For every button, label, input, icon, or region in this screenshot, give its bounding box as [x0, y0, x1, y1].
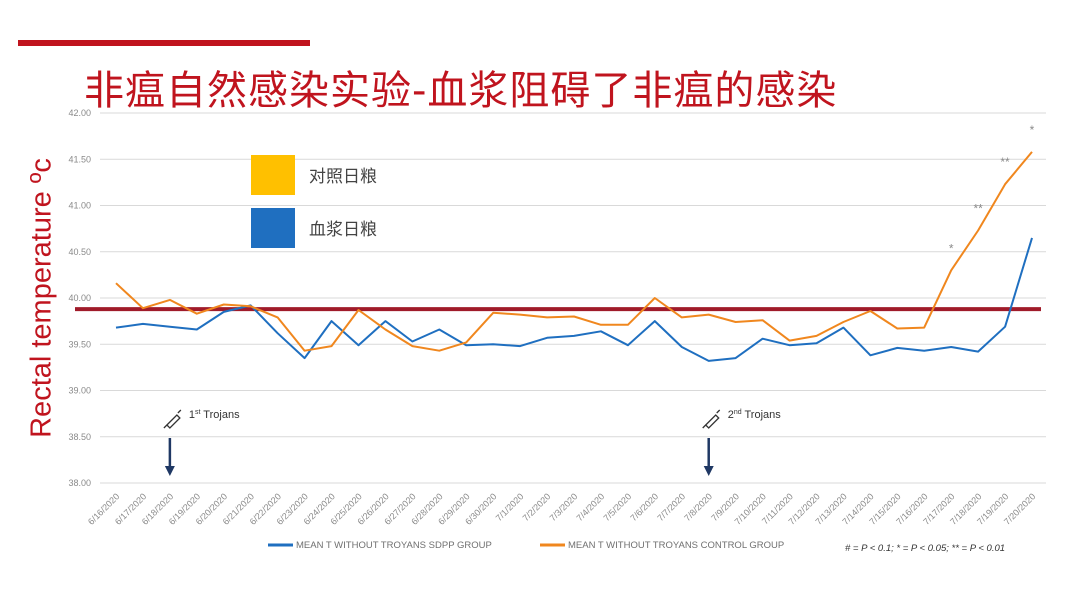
- trojan-annotation: 1st Trojans: [163, 409, 240, 476]
- legend-label: MEAN T WITHOUT TROYANS SDPP GROUP: [296, 540, 492, 551]
- x-tick-label: 7/2/2020: [521, 491, 553, 523]
- x-tick-label: 7/3/2020: [548, 491, 580, 523]
- trojan-label: 2nd Trojans: [728, 409, 782, 421]
- arrow-head: [703, 466, 714, 476]
- syringe-icon: [163, 409, 182, 429]
- y-axis-ticks: 38.00 38.50 39.00 39.50 40.00 40.50 41.00 41.50…: [68, 108, 91, 488]
- y-tick-label: 40.00: [68, 293, 91, 303]
- trojan-label: 1st Trojans: [189, 409, 240, 421]
- arrow-head: [164, 466, 175, 476]
- x-axis-ticks: 6/16/20206/17/20206/18/20206/19/20206/20…: [86, 491, 1037, 526]
- significance-mark: **: [973, 201, 983, 215]
- legend: MEAN T WITHOUT TROYANS SDPP GROUP MEAN T …: [268, 540, 784, 551]
- y-tick-label: 38.50: [68, 432, 91, 442]
- y-tick-label: 42.00: [68, 108, 91, 118]
- y-tick-label: 38.00: [68, 478, 91, 488]
- x-tick-label: 7/7/2020: [655, 491, 687, 523]
- syringe-icon: [702, 409, 721, 429]
- y-tick-label: 39.50: [68, 339, 91, 349]
- control-diet-label: 对照日粮: [309, 167, 377, 187]
- x-tick-label: 7/8/2020: [682, 491, 714, 523]
- x-tick-label: 7/1/2020: [494, 491, 526, 523]
- title-accent-bar: [18, 40, 310, 46]
- trojan-annotations: 1st Trojans 2nd Trojans: [163, 409, 782, 476]
- control-series-line: [115, 151, 1033, 352]
- y-tick-label: 40.50: [68, 247, 91, 257]
- slide-title: 非瘟自然感染实验-血浆阻碍了非瘟的感染: [84, 68, 838, 114]
- significance-mark: **: [1000, 155, 1010, 169]
- sdpp-series-line: [115, 237, 1033, 362]
- control-diet-swatch: [251, 155, 295, 195]
- y-tick-label: 41.00: [68, 201, 91, 211]
- legend-label: MEAN T WITHOUT TROYANS CONTROL GROUP: [568, 540, 784, 551]
- gridlines: [100, 112, 1046, 484]
- series-lines: [115, 151, 1033, 362]
- x-tick-label: 7/6/2020: [628, 491, 660, 523]
- plasma-diet-label: 血浆日粮: [309, 220, 377, 240]
- significance-mark: *: [949, 241, 954, 255]
- y-tick-label: 39.00: [68, 386, 91, 396]
- x-tick-label: 7/4/2020: [575, 491, 607, 523]
- y-tick-label: 41.50: [68, 154, 91, 164]
- x-tick-label: 7/5/2020: [601, 491, 633, 523]
- significance-marks: ******: [949, 123, 1035, 255]
- significance-footnote: # = P < 0.1; * = P < 0.05; ** = P < 0.01: [845, 543, 1005, 554]
- trojan-annotation: 2nd Trojans: [702, 409, 782, 476]
- plasma-diet-swatch: [251, 208, 295, 248]
- significance-mark: *: [1030, 123, 1035, 137]
